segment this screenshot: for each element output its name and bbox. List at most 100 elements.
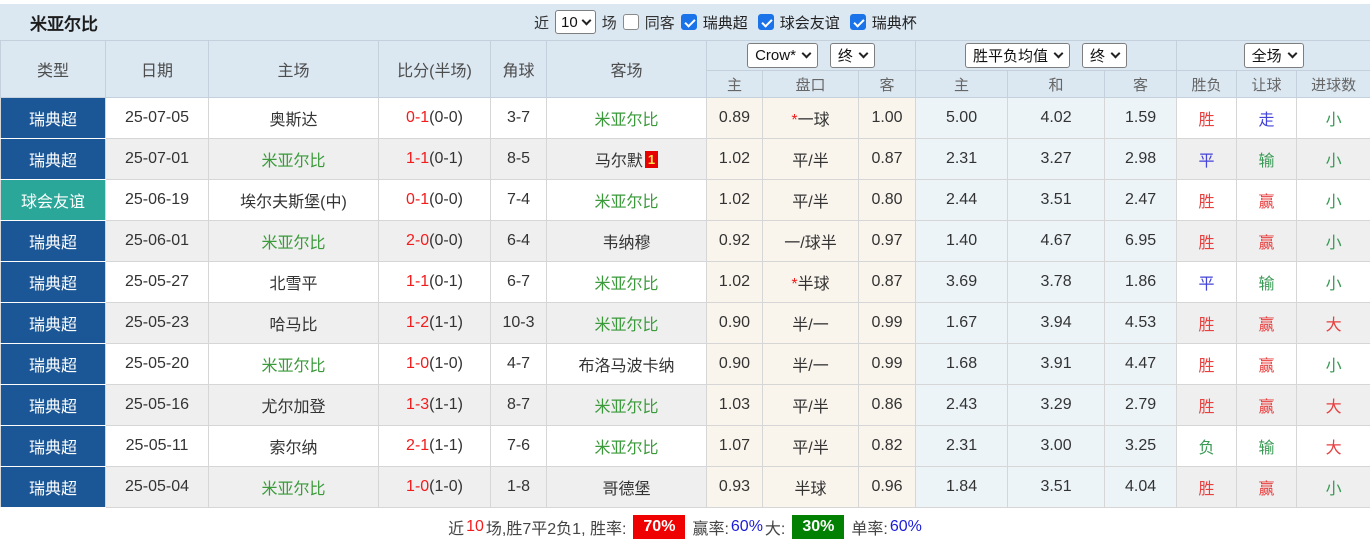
chevron-down-icon — [1287, 48, 1298, 59]
filter-controls: 近 10 场 同客 瑞典超 球会友谊 瑞典杯 — [534, 4, 921, 40]
match-score: 1-2(1-1) — [378, 302, 491, 344]
avg-home: 3.69 — [915, 261, 1009, 303]
col-header-type: 类型 — [0, 40, 106, 98]
chevron-down-icon — [1110, 48, 1121, 59]
avg-draw: 4.67 — [1007, 220, 1106, 262]
result-goals: 小 — [1296, 220, 1370, 262]
result-goals: 小 — [1296, 179, 1370, 221]
scope-value: 全场 — [1251, 48, 1282, 65]
avg-group-header: 胜平负均值 终 — [915, 40, 1178, 71]
table-row: 瑞典超 25-05-11 索尔纳 2-1(1-1) 7-6 米亚尔比 1.07 … — [0, 425, 1370, 467]
corner-score: 6-4 — [490, 220, 547, 262]
avg-home: 2.43 — [915, 384, 1009, 426]
match-score: 1-1(0-1) — [378, 138, 491, 180]
odds-time-select[interactable]: 终 — [829, 43, 875, 68]
subcol-avg-away: 客 — [1104, 70, 1178, 98]
odds-away: 0.82 — [857, 425, 917, 467]
table-row: 瑞典超 25-07-01 米亚尔比 1-1(0-1) 8-5 马尔默 1 1.02… — [0, 138, 1370, 180]
league-label-swedish-cup: 瑞典杯 — [871, 14, 917, 32]
corner-score: 7-6 — [490, 425, 547, 467]
result-goals: 大 — [1296, 302, 1370, 344]
avg-time-value: 终 — [1090, 48, 1106, 65]
match-date: 25-05-27 — [105, 261, 209, 303]
corner-score: 8-5 — [490, 138, 547, 180]
home-team: 北雪平 — [208, 261, 379, 303]
odds-group-header: Crow* 终 — [705, 40, 917, 71]
match-type: 瑞典超 — [0, 384, 106, 426]
match-type: 瑞典超 — [0, 220, 106, 262]
home-team: 埃尔夫斯堡(中) — [208, 179, 379, 221]
corner-score: 1-8 — [490, 466, 547, 508]
avg-type-select[interactable]: 胜平负均值 — [965, 43, 1071, 68]
home-team: 米亚尔比 — [208, 343, 379, 385]
table-body: 瑞典超 25-07-05 奥斯达 0-1(0-0) 3-7 米亚尔比 0.89 … — [0, 97, 1370, 508]
chevron-down-icon — [581, 15, 592, 25]
avg-type-value: 胜平负均值 — [973, 48, 1049, 65]
corner-score: 7-4 — [490, 179, 547, 221]
result-winlose: 胜 — [1176, 384, 1238, 426]
odds-handicap: 平/半 — [762, 179, 859, 221]
subcol-odds-home: 主 — [706, 70, 763, 98]
avg-home: 2.31 — [915, 138, 1009, 180]
result-goals: 小 — [1296, 97, 1370, 139]
odds-handicap: 平/半 — [762, 384, 859, 426]
odds-away: 0.86 — [857, 384, 917, 426]
corner-score: 6-7 — [490, 261, 547, 303]
odds-away: 0.87 — [857, 261, 917, 303]
avg-away: 2.79 — [1104, 384, 1178, 426]
match-score: 1-0(1-0) — [378, 343, 491, 385]
topbar: 米亚尔比 近 10 场 同客 瑞典超 球会友谊 瑞典杯 — [0, 4, 1370, 40]
match-score: 1-1(0-1) — [378, 261, 491, 303]
home-team: 索尔纳 — [208, 425, 379, 467]
match-score: 2-0(0-0) — [378, 220, 491, 262]
result-winlose: 平 — [1176, 261, 1238, 303]
subcol-avg-home: 主 — [915, 70, 1009, 98]
odd-rate-label: 单率: — [851, 520, 888, 538]
table-row: 瑞典超 25-07-05 奥斯达 0-1(0-0) 3-7 米亚尔比 0.89 … — [0, 97, 1370, 139]
table-row: 瑞典超 25-05-23 哈马比 1-2(1-1) 10-3 米亚尔比 0.90… — [0, 302, 1370, 344]
avg-time-select[interactable]: 终 — [1082, 43, 1128, 68]
games-label: 场 — [601, 14, 617, 32]
league-label-club-friendly: 球会友谊 — [779, 14, 840, 32]
home-team: 米亚尔比 — [208, 220, 379, 262]
result-let: 输 — [1236, 425, 1298, 467]
odds-handicap: 平/半 — [762, 138, 859, 180]
home-team: 尤尔加登 — [208, 384, 379, 426]
odds-handicap: *一球 — [762, 97, 859, 139]
win-rate-badge: 70% — [633, 514, 686, 539]
odds-handicap: 半球 — [762, 466, 859, 508]
corner-score: 8-7 — [490, 384, 547, 426]
match-date: 25-06-19 — [105, 179, 209, 221]
result-goals: 小 — [1296, 466, 1370, 508]
summary-count: 10 — [466, 517, 484, 535]
scope-select[interactable]: 全场 — [1243, 43, 1304, 68]
col-header-date: 日期 — [105, 40, 209, 98]
avg-home: 2.31 — [915, 425, 1009, 467]
result-goals: 大 — [1296, 384, 1370, 426]
same-venue-checkbox[interactable] — [622, 14, 639, 30]
recent-count-select[interactable]: 10 — [555, 10, 596, 34]
odds-away: 0.97 — [857, 220, 917, 262]
result-winlose: 胜 — [1176, 179, 1238, 221]
let-rate-value: 60% — [730, 517, 763, 535]
team-title: 米亚尔比 — [30, 14, 98, 34]
avg-away: 4.47 — [1104, 343, 1178, 385]
chevron-down-icon — [858, 48, 869, 59]
home-team: 米亚尔比 — [208, 138, 379, 180]
odds-home: 1.03 — [706, 384, 763, 426]
match-date: 25-05-04 — [105, 466, 209, 508]
subcol-let: 让球 — [1236, 70, 1298, 98]
match-type: 瑞典超 — [0, 466, 106, 508]
table-row: 瑞典超 25-05-16 尤尔加登 1-3(1-1) 8-7 米亚尔比 1.03… — [0, 384, 1370, 426]
home-team: 米亚尔比 — [208, 466, 379, 508]
odds-company-select[interactable]: Crow* — [747, 43, 818, 68]
league-checkbox-swedish-allsvenskan[interactable] — [680, 14, 697, 30]
recent-label: 近 — [534, 14, 550, 32]
away-team: 米亚尔比 — [546, 261, 707, 303]
league-checkbox-swedish-cup[interactable] — [849, 14, 866, 30]
league-checkbox-club-friendly[interactable] — [757, 14, 774, 30]
result-let: 赢 — [1236, 302, 1298, 344]
odd-rate-value: 60% — [889, 517, 922, 535]
col-header-away: 客场 — [546, 40, 707, 98]
subcol-odds-away: 客 — [857, 70, 917, 98]
